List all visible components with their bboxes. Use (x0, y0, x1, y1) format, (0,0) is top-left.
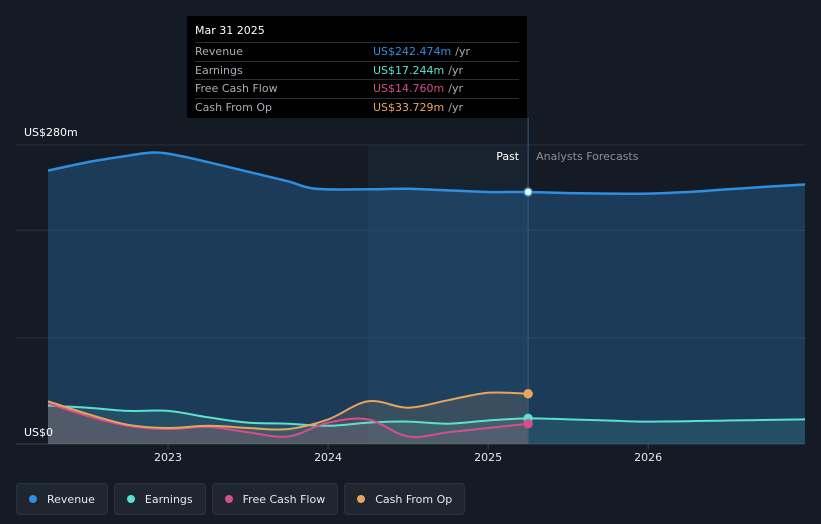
area-cash-from-op (48, 392, 529, 444)
tooltip-row-earnings: Earnings US$17.244m /yr (195, 60, 519, 80)
series-lines (47, 151, 806, 439)
marker-revenue (523, 187, 533, 197)
x-tick-label: 2024 (314, 451, 342, 464)
tooltip-label: Free Cash Flow (195, 82, 278, 95)
line-cash-from-op (47, 391, 529, 431)
tooltip: Mar 31 2025 Revenue US$242.474m /yr Earn… (187, 16, 527, 118)
legend-dot-icon (357, 495, 366, 503)
area-earnings (48, 405, 805, 444)
x-tick-label: 2023 (154, 451, 182, 464)
legend-item-cash-from-op[interactable]: Cash From Op (344, 483, 466, 515)
legend-dot-icon (29, 495, 37, 503)
tooltip-value: US$14.760m (373, 82, 445, 95)
y-axis-bottom-label: US$0 (24, 426, 53, 439)
legend-dot-icon (126, 495, 135, 503)
marker-free-cash-flow (523, 418, 533, 429)
tooltip-value: US$17.244m (373, 63, 445, 77)
tooltip-row-free-cash-flow: Free Cash Flow US$14.760m /yr (195, 79, 519, 98)
tooltip-unit: /yr (448, 100, 463, 114)
tooltip-date: Mar 31 2025 (195, 24, 265, 37)
area-free-cash-flow (48, 403, 529, 444)
x-axis-ticks: 2023 2024 2025 2026 (154, 444, 662, 464)
past-label: Past (496, 150, 520, 163)
line-earnings (47, 404, 806, 427)
series-markers (523, 187, 533, 429)
legend-label: Cash From Op (375, 492, 453, 506)
tooltip-unit: /yr (448, 63, 463, 77)
forecast-shade (368, 145, 529, 444)
legend-label: Earnings (144, 492, 193, 506)
legend-dot-icon (224, 495, 233, 503)
tooltip-row-revenue: Revenue US$242.474m /yr (195, 42, 519, 61)
tooltip-value: US$33.729m (373, 100, 445, 114)
tooltip-label: Earnings (195, 63, 243, 77)
series-areas (48, 152, 805, 444)
legend-item-free-cash-flow[interactable]: Free Cash Flow (211, 483, 339, 515)
line-revenue (47, 151, 806, 196)
legend-label: Revenue (47, 492, 95, 506)
area-revenue (48, 152, 805, 444)
legend-item-earnings[interactable]: Earnings (113, 483, 206, 515)
x-tick-label: 2026 (634, 451, 662, 464)
tooltip-label: Cash From Op (195, 100, 273, 114)
tooltip-label: Revenue (195, 45, 243, 58)
x-tick-label: 2025 (474, 451, 502, 464)
tooltip-value: US$242.474m (373, 45, 452, 58)
legend-label: Free Cash Flow (242, 492, 326, 506)
legend-item-revenue[interactable]: Revenue (16, 483, 108, 515)
forecast-label: Analysts Forecasts (536, 150, 639, 163)
tooltip-row-cash-from-op: Cash From Op US$33.729m /yr (195, 97, 519, 117)
legend: Revenue Earnings Free Cash Flow Cash Fro… (16, 483, 466, 515)
tooltip-unit: /yr (448, 82, 463, 95)
tooltip-unit: /yr (455, 45, 470, 58)
marker-cash-from-op (523, 389, 533, 399)
y-axis-top-label: US$280m (24, 126, 78, 139)
